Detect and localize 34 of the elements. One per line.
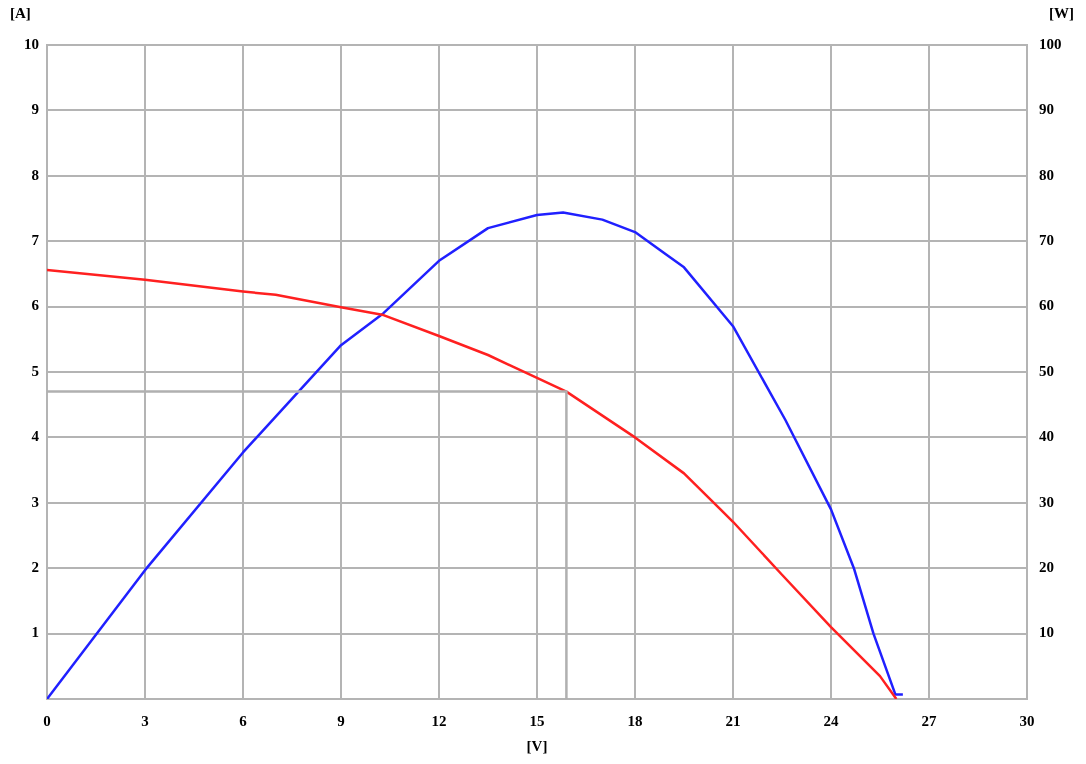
x-tick-label: 15 bbox=[529, 712, 545, 729]
y-tick-label: 4 bbox=[31, 428, 40, 445]
x-tick-label: 24 bbox=[823, 712, 839, 729]
y-tick-label: 1 bbox=[31, 624, 39, 641]
y2-tick-label: 70 bbox=[1039, 232, 1054, 249]
y-tick-label: 2 bbox=[31, 559, 39, 576]
y-axis-title: [A] bbox=[10, 5, 31, 21]
x-tick-label: 3 bbox=[141, 712, 149, 729]
y2-tick-label: 20 bbox=[1039, 559, 1054, 576]
y-tick-label: 5 bbox=[31, 362, 39, 379]
y2-tick-label: 10 bbox=[1039, 624, 1054, 641]
y2-tick-label: 80 bbox=[1039, 166, 1054, 183]
x-tick-label: 0 bbox=[43, 712, 51, 729]
x-tick-label: 18 bbox=[627, 712, 643, 729]
x-tick-label: 30 bbox=[1019, 712, 1035, 729]
y-tick-label: 3 bbox=[31, 493, 39, 510]
x-tick-label: 9 bbox=[337, 712, 345, 729]
y-tick-label: 8 bbox=[31, 166, 39, 183]
x-tick-label: 27 bbox=[921, 712, 937, 729]
y2-tick-label: 60 bbox=[1039, 297, 1054, 314]
y-tick-label: 6 bbox=[31, 297, 40, 314]
y2-tick-label: 100 bbox=[1039, 35, 1062, 52]
y2-axis-title: [W] bbox=[1049, 5, 1074, 21]
x-tick-label: 6 bbox=[239, 712, 248, 729]
y2-tick-label: 40 bbox=[1039, 428, 1054, 445]
x-axis-title: [V] bbox=[526, 738, 548, 754]
y-tick-label: 10 bbox=[24, 35, 39, 52]
x-tick-label: 12 bbox=[431, 712, 447, 729]
y-tick-label: 9 bbox=[31, 101, 39, 118]
x-tick-label: 21 bbox=[725, 712, 741, 729]
y-tick-label: 7 bbox=[31, 232, 40, 249]
y2-tick-label: 50 bbox=[1039, 362, 1054, 379]
y2-tick-label: 90 bbox=[1039, 101, 1054, 118]
y2-tick-label: 30 bbox=[1039, 493, 1054, 510]
